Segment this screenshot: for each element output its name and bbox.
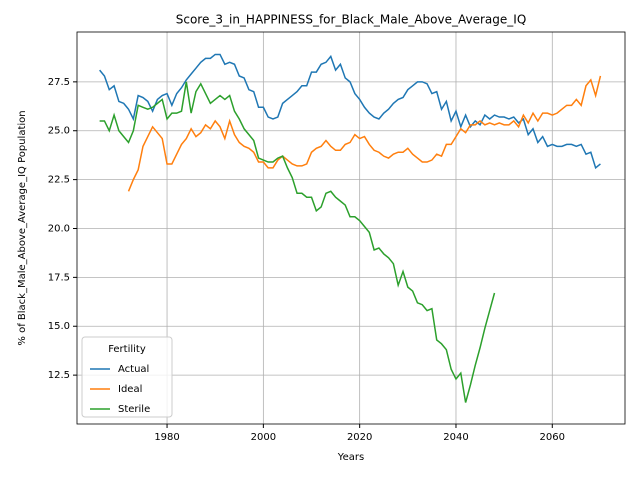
y-tick-label: 27.5 <box>48 77 70 88</box>
y-axis-label: % of Black_Male_Above_Average_IQ Populat… <box>17 110 28 345</box>
legend-title: Fertility <box>108 344 146 355</box>
x-tick-label: 1980 <box>154 432 179 443</box>
y-tick-label: 15.0 <box>48 321 70 332</box>
y-tick-label: 17.5 <box>48 272 70 283</box>
line-series <box>99 81 496 403</box>
y-tick-label: 20.0 <box>48 223 70 234</box>
chart-title: Score_3_in_HAPPINESS_for_Black_Male_Abov… <box>176 13 527 27</box>
legend: Fertility Actual Ideal Sterile <box>81 336 173 418</box>
x-tick-label: 2040 <box>443 432 468 443</box>
legend-label: Actual <box>118 364 149 375</box>
x-tick-label: 2060 <box>540 432 565 443</box>
legend-label: Sterile <box>118 404 150 415</box>
y-tick-label: 25.0 <box>48 126 70 137</box>
legend-label: Ideal <box>118 384 142 395</box>
y-tick-label: 22.5 <box>48 175 70 186</box>
x-tick-label: 2000 <box>251 432 276 443</box>
x-axis-label: Years <box>337 452 364 463</box>
y-tick-label: 12.5 <box>48 370 70 381</box>
x-tick-label: 2020 <box>347 432 372 443</box>
line-series <box>99 53 601 170</box>
legend-box <box>81 336 173 418</box>
line-series <box>127 75 602 192</box>
plot-frame <box>76 31 626 425</box>
